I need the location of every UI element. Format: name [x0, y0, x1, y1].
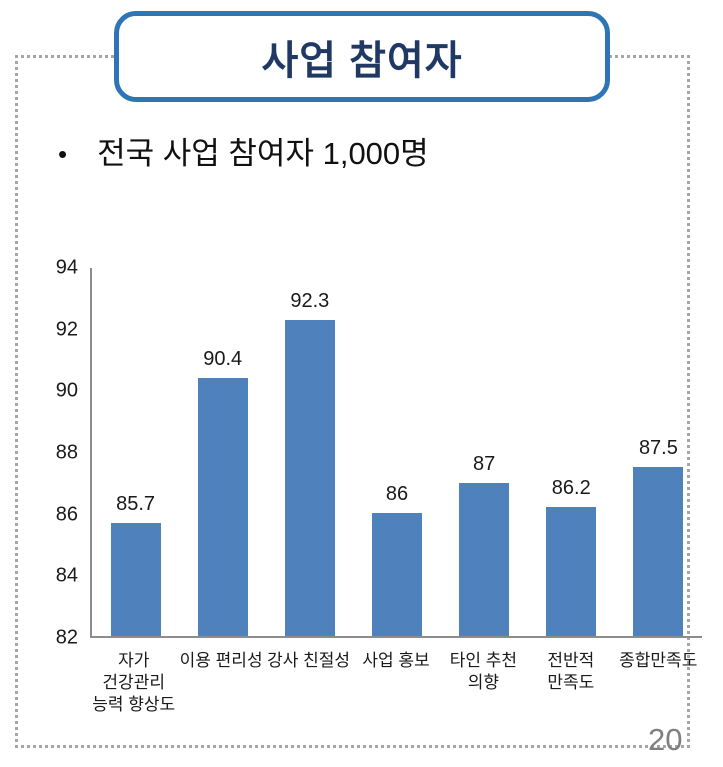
y-tick-label: 90: [55, 379, 78, 402]
y-tick-label: 82: [55, 626, 78, 649]
bar-value-label: 92.3: [290, 290, 330, 313]
slide-title: 사업 참여자: [261, 38, 463, 83]
plot-area: 85.7 90.4 92.3 86 87 86.2 87.5: [90, 268, 702, 638]
x-category-label: 전반적 만족도: [547, 651, 595, 692]
y-tick-label: 94: [55, 256, 78, 279]
bar-value-label: 90.4: [203, 348, 243, 371]
bar-value-label: 87: [473, 452, 496, 475]
y-tick-label: 86: [55, 503, 78, 526]
bar-slot: 86.2: [528, 268, 615, 636]
bar-slot: 87.5: [615, 268, 702, 636]
bar: 86: [371, 483, 422, 636]
bar: 87: [459, 453, 510, 636]
bar: 87.5: [633, 437, 684, 636]
bullet-icon: •: [58, 139, 68, 169]
y-tick-label: 84: [55, 564, 78, 587]
y-tick-label: 88: [55, 441, 78, 464]
x-axis-category-labels: 자가 건강관리 능력 향상도 이용 편리성 강사 친절성 사업 홍보 타인 추천 의향 전반적 만…: [90, 650, 702, 716]
bullet-line: • 전국 사업 참여자 1,000명: [58, 133, 429, 175]
x-category-label: 타인 추천 의향: [449, 651, 518, 692]
bar-slot: 86: [353, 268, 440, 636]
bar: 85.7: [110, 493, 161, 636]
bar-value-label: 86: [385, 483, 409, 506]
x-category-label: 자가 건강관리 능력 향상도: [92, 651, 176, 714]
x-category-label: 강사 친절성: [267, 651, 351, 670]
bar-value-label: 85.7: [116, 492, 156, 515]
bar-slot: 92.3: [266, 268, 353, 636]
bullet-text: 전국 사업 참여자 1,000명: [97, 136, 429, 171]
bar-value-label: 86.2: [551, 477, 591, 500]
bar: 86.2: [546, 477, 597, 636]
x-category-label: 사업 홍보: [362, 651, 430, 670]
bar: 90.4: [197, 348, 248, 636]
bar-slot: 87: [441, 268, 528, 636]
x-category-label: 종합만족도: [619, 651, 698, 670]
bar-slot: 90.4: [179, 268, 266, 636]
y-axis-tick-labels: 82 84 86 88 90 92 94: [38, 257, 78, 649]
slide-title-box: 사업 참여자: [114, 11, 610, 102]
bar-value-label: 87.5: [638, 437, 678, 460]
x-category-label: 이용 편리성: [179, 651, 263, 670]
bar-slot: 85.7: [92, 268, 179, 636]
y-tick-label: 92: [55, 318, 78, 341]
page-number: 20: [648, 722, 683, 757]
bar: 92.3: [284, 290, 335, 636]
